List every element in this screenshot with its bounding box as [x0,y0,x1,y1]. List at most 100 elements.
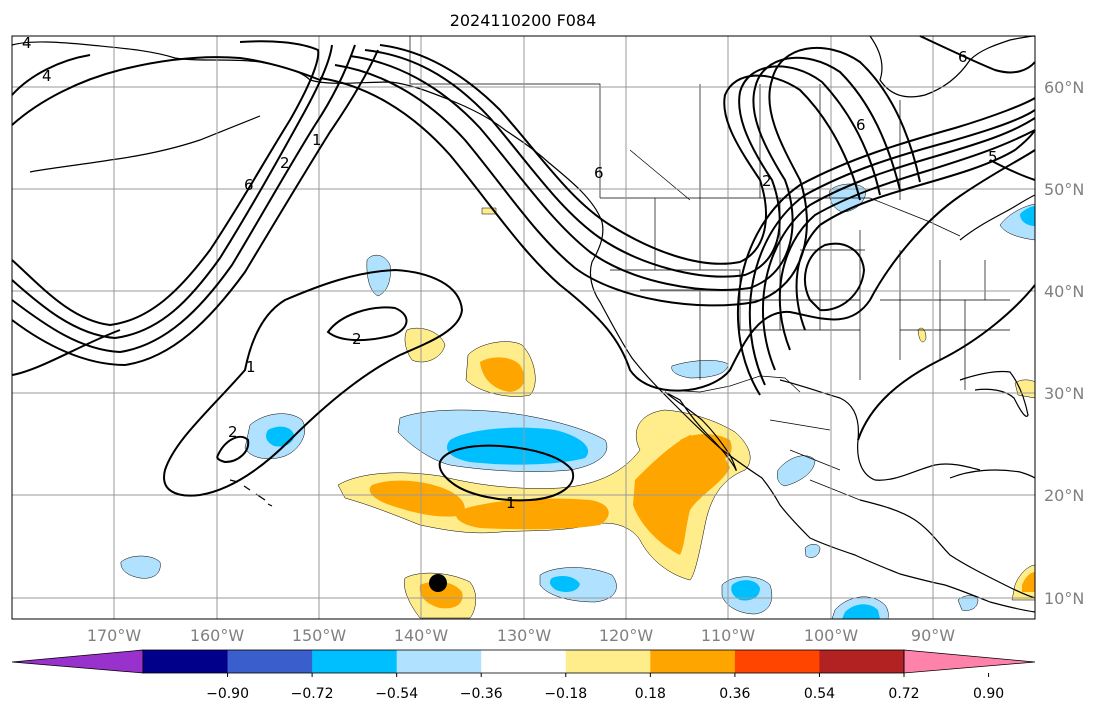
contour-east-ridge-2 [778,129,1036,351]
contour-east-low-2 [989,159,1036,181]
colorbar-extend-max [903,649,1036,674]
hawaii-islands [229,479,273,507]
colorbar-cell [396,650,482,673]
cuba-coast [949,469,1036,479]
contour-lines [11,35,1036,502]
contour-label-2: 4 [42,67,52,85]
colorbar-tick-label: 0.36 [719,686,750,702]
contour-jet-west-5 [11,329,121,376]
contour-label-14: 6 [958,48,968,66]
lon-label-130w: 130°W [497,626,552,645]
lon-label-100w: 100°W [804,626,859,645]
contour-label-3: 2 [280,154,290,172]
contour-label-8: 1 [506,494,516,512]
colorbar-tick-label: −0.72 [291,686,334,702]
lon-label-140w: 140°W [394,626,449,645]
contour-trough-4 [334,46,921,307]
positive-anomaly-north-2 [404,327,446,363]
positive-anomaly-se-core [1022,572,1035,592]
baja-coast [664,391,737,471]
contour-label-4: 1 [312,131,322,149]
colorbar-tick-label: 0.54 [804,686,835,702]
negative-anomaly-mexico [777,455,816,487]
negative-anomaly-south-3-core [842,604,880,619]
lon-label-110w: 110°W [701,626,756,645]
colorbar-cell [819,650,905,673]
positive-anomaly-midwest [917,327,927,343]
contour-east-ridge-1 [795,129,1036,331]
negative-anomaly-north [366,254,391,297]
location-marker [429,574,447,592]
contour-label-12: 5 [988,148,998,166]
contour-pacific-2b [216,435,250,464]
positive-anomaly-core-central [456,498,609,530]
aleutian-islands [29,115,261,173]
positive-anomaly-south-core [419,581,463,609]
longitude-labels: 170°W 160°W 150°W 140°W 130°W 120°W 110°… [87,626,955,645]
contour-label-1: 4 [22,34,32,52]
us-state-lines [610,198,1010,390]
positive-anomaly-baja [680,434,732,461]
lat-label-30: 30°N [1044,384,1084,403]
colorbar-ticks: −0.90 −0.72 −0.54 −0.36 −0.18 0.18 0.36 0.54 0.7… [206,673,1004,702]
contour-trough-3 [349,55,901,291]
colorbar-tick-label: −0.90 [206,686,249,702]
lon-label-150w: 150°W [292,626,347,645]
colorbar-tick-label: 0.18 [635,686,666,702]
contour-label-6: 1 [246,358,256,376]
negative-anomaly-south-2-core [731,580,760,601]
us-mexico-border [664,375,801,393]
mexico-states [769,419,861,501]
colorbar-cells [143,650,905,673]
colorbar-tick-label: 0.90 [973,686,1004,702]
colorbar-cell [481,650,567,673]
contour-label-11: 6 [856,116,866,134]
colorbar-cell [650,650,736,673]
contour-jet-west-4 [11,49,379,367]
negative-anomaly-south-1-core [549,576,580,592]
colorbar-tick-label: −0.36 [460,686,503,702]
contour-jet-west-1 [11,40,320,327]
negative-anomaly-west-core [266,426,294,447]
contour-labels: 4 4 2 1 2 1 2 1 6 2 6 5 6 6 [22,34,998,512]
contour-pacific-1b [438,444,575,502]
negative-anomaly-sw [120,555,161,579]
negative-anomaly-small-1 [804,544,821,558]
lon-label-170w: 170°W [87,626,142,645]
contour-jet-west-2 [11,44,333,340]
contour-label-13: 6 [244,176,254,194]
contour-east-ridge-3 [762,117,1036,371]
colorbar-tick-label: −0.18 [544,686,587,702]
gulf-coast [779,379,981,481]
lat-label-50: 50°N [1044,180,1084,199]
contour-north-4 [11,54,91,96]
negative-anomaly-small-2 [957,595,979,611]
lat-label-60: 60°N [1044,78,1084,97]
contour-east-inner [804,242,866,312]
contour-trough-1 [379,44,861,265]
latitude-labels: 60°N 50°N 40°N 30°N 20°N 10°N [1044,78,1084,608]
colorbar-tick-label: −0.54 [375,686,418,702]
contour-pacific-1 [163,268,464,497]
negative-anomaly-ne-core [1020,206,1035,226]
contour-pacific-2a [326,306,408,342]
colorbar-tick-label: 0.72 [888,686,919,702]
east-coast [959,194,1036,241]
canadian-provinces [629,84,901,201]
colorbar-cell [143,650,229,673]
central-america-coast [859,499,1036,599]
contour-label-5: 2 [352,330,362,348]
lon-label-160w: 160°W [190,626,245,645]
colorbar-frame [142,649,905,674]
contour-label-10: 2 [762,172,772,190]
colorbar: −0.90 −0.72 −0.54 −0.36 −0.18 0.18 0.36 0.54 0.7… [11,649,1036,702]
hudson-coast [869,35,1036,98]
lat-label-40: 40°N [1044,282,1084,301]
map-title: 2024110200 F084 [450,11,597,30]
colorbar-extend-min [11,649,144,674]
map-frame [11,35,1036,620]
contour-trough-5 [319,77,1036,392]
contour-north-2 [11,56,321,126]
lon-label-90w: 90°W [911,626,955,645]
